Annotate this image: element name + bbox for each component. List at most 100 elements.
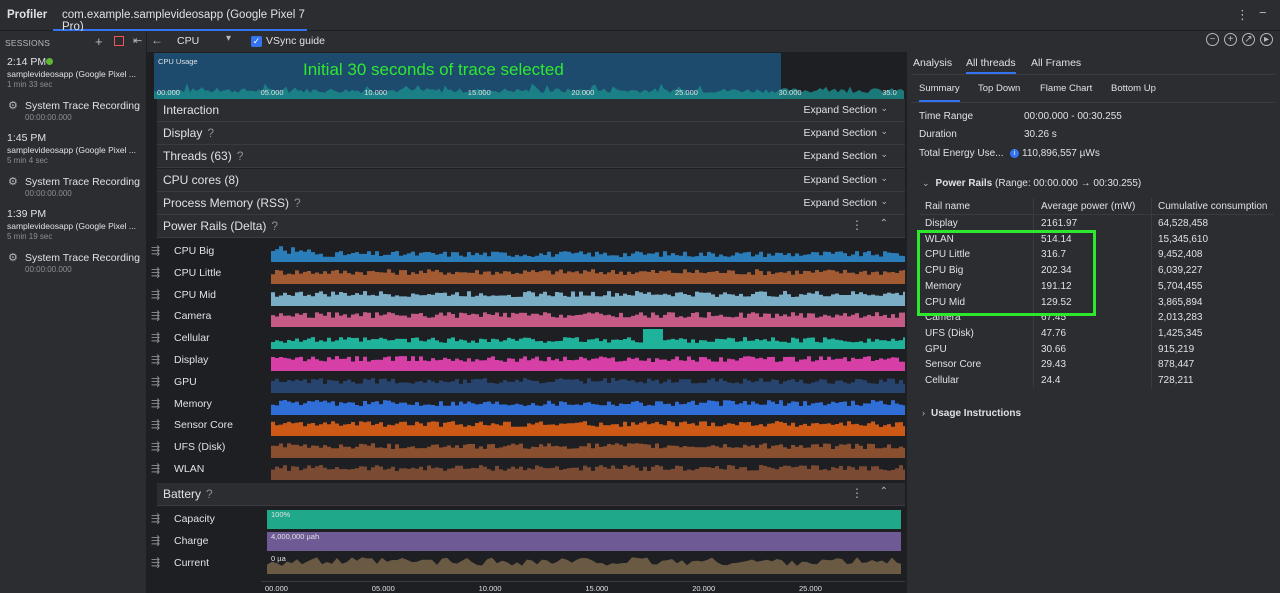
vsync-label: VSync guide	[266, 35, 325, 47]
analysis-tab[interactable]: All threads	[966, 57, 1016, 74]
stop-session-icon[interactable]	[114, 36, 124, 46]
chevron-right-icon[interactable]: ›	[922, 408, 925, 418]
table-row[interactable]: Sensor Core 29.43 878,447	[920, 357, 1274, 373]
power-rail-track[interactable]: ⇶ UFS (Disk)	[147, 436, 905, 459]
analysis-subtab[interactable]: Summary	[919, 83, 960, 102]
help-icon[interactable]: ?	[271, 219, 279, 233]
zoom-in-icon[interactable]: +	[1224, 33, 1237, 46]
back-arrow-icon[interactable]: ←	[151, 33, 163, 47]
help-icon[interactable]: ?	[207, 126, 215, 141]
minimize-icon[interactable]: −	[1259, 5, 1267, 20]
power-rail-track[interactable]: ⇶ WLAN	[147, 458, 905, 480]
expand-section-button[interactable]: Expand Section	[803, 104, 877, 116]
add-session-icon[interactable]: +	[95, 34, 103, 49]
more-options-icon[interactable]: ⋮	[1236, 7, 1249, 22]
power-rail-track[interactable]: ⇶ Cellular	[147, 327, 905, 350]
table-cell: 24.4	[1041, 375, 1061, 386]
session-item[interactable]: 1:39 PM samplevideosapp (Google Pixel ...…	[0, 208, 146, 242]
chevron-up-icon[interactable]: ⌃	[879, 218, 888, 229]
power-rail-track[interactable]: ⇶ Camera	[147, 305, 905, 328]
power-rails-header[interactable]: Power Rails (Delta)? ⋮ ⌃	[157, 215, 905, 238]
power-rail-track[interactable]: ⇶ CPU Little	[147, 262, 905, 284]
table-row[interactable]: CPU Mid 129.52 3,865,894	[920, 295, 1274, 311]
track-label: Memory	[174, 397, 212, 410]
analysis-tab[interactable]: Analysis	[913, 57, 953, 69]
column-header[interactable]: Rail name	[925, 201, 971, 212]
chevron-down-icon[interactable]: ⌄	[922, 178, 930, 188]
chevron-down-icon[interactable]: ⌄	[880, 149, 888, 160]
info-icon[interactable]: i	[1010, 149, 1019, 158]
chevron-up-icon[interactable]: ⌃	[879, 486, 888, 497]
power-rail-track[interactable]: ⇶ Memory	[147, 393, 905, 415]
table-cell: Sensor Core	[925, 359, 982, 371]
recording-item[interactable]: ⚙ System Trace Recording 00:00:00.000	[0, 175, 146, 201]
chevron-down-icon[interactable]: ⌄	[880, 172, 888, 183]
table-row[interactable]: UFS (Disk) 47.76 1,425,345	[920, 326, 1274, 342]
axis-tick: 20.000	[692, 584, 716, 593]
expand-section-button[interactable]: Expand Section	[803, 150, 877, 163]
live-indicator	[46, 58, 53, 65]
vsync-checkbox[interactable]: ✓	[251, 36, 262, 47]
power-rail-track[interactable]: ⇶ Display	[147, 349, 905, 371]
help-icon[interactable]: ?	[236, 149, 244, 164]
section-header[interactable]: Process Memory (RSS)? Expand Section ⌄	[157, 191, 905, 215]
reset-zoom-icon[interactable]: ↗	[1242, 33, 1255, 46]
power-rail-track[interactable]: ⇶ CPU Big	[147, 240, 905, 262]
analysis-subtab[interactable]: Flame Chart	[1040, 83, 1093, 94]
chevron-down-icon[interactable]: ⌄	[880, 195, 888, 206]
more-options-icon[interactable]: ⋮	[851, 486, 863, 500]
chevron-down-icon[interactable]: ⌄	[880, 126, 888, 137]
battery-header[interactable]: Battery? ⋮ ⌃	[157, 483, 905, 506]
battery-track[interactable]: ⇶ Charge 4,000,000 µah	[147, 530, 905, 552]
table-row[interactable]: Camera 67.45 2,013,283	[920, 310, 1274, 326]
section-header[interactable]: Display? Expand Section ⌄	[157, 122, 905, 146]
track-label: Charge	[174, 535, 209, 548]
analysis-subtab[interactable]: Top Down	[978, 83, 1021, 94]
jump-to-live-icon[interactable]: ▸	[1260, 33, 1273, 46]
power-rail-chart	[271, 377, 905, 393]
table-row[interactable]: GPU 30.66 915,219	[920, 342, 1274, 358]
table-row[interactable]: Memory 191.12 5,704,455	[920, 279, 1274, 295]
rail-area	[271, 399, 905, 415]
table-row[interactable]: Cellular 24.4 728,211	[920, 373, 1274, 389]
profiler-select[interactable]: CPU	[177, 35, 200, 47]
recording-item[interactable]: ⚙ System Trace Recording 00:00:00.000	[0, 251, 146, 277]
power-rail-track[interactable]: ⇶ Sensor Core	[147, 414, 905, 437]
column-header[interactable]: Cumulative consumption	[1158, 201, 1268, 212]
session-item[interactable]: 1:45 PM samplevideosapp (Google Pixel ...…	[0, 132, 146, 166]
power-rail-chart	[271, 421, 905, 437]
expand-section-button[interactable]: Expand Section	[803, 173, 877, 186]
battery-track[interactable]: ⇶ Current 0 µa	[147, 552, 905, 575]
more-options-icon[interactable]: ⋮	[851, 218, 863, 232]
track-label: CPU Little	[174, 266, 222, 279]
help-icon[interactable]: ?	[294, 195, 301, 210]
cpu-usage-overview[interactable]: CPU Usage Initial 30 seconds of trace se…	[154, 53, 904, 99]
expand-section-button[interactable]: Expand Section	[803, 127, 877, 140]
usage-instructions-group[interactable]: › Usage Instructions	[922, 408, 1021, 419]
section-header[interactable]: Threads (63)? Expand Section ⌄	[157, 145, 905, 169]
battery-track[interactable]: ⇶ Capacity 100%	[147, 508, 905, 530]
chevron-down-icon[interactable]: ▾	[226, 33, 232, 44]
power-rail-track[interactable]: ⇶ GPU	[147, 371, 905, 393]
analysis-tab[interactable]: All Frames	[1031, 57, 1082, 69]
energy-label: Total Energy Use...	[919, 148, 1004, 159]
power-rail-track[interactable]: ⇶ CPU Mid	[147, 284, 905, 306]
table-row[interactable]: CPU Big 202.34 6,039,227	[920, 263, 1274, 279]
section-header[interactable]: Interaction Expand Section ⌄	[157, 99, 905, 122]
chevron-down-icon[interactable]: ⌄	[880, 103, 888, 113]
power-rails-group[interactable]: ⌄ Power Rails (Range: 00:00.000 → 00:30.2…	[922, 178, 1141, 189]
section-header[interactable]: CPU cores (8) Expand Section ⌄	[157, 168, 905, 192]
analysis-subtab[interactable]: Bottom Up	[1111, 83, 1156, 94]
table-row[interactable]: WLAN 514.14 15,345,610	[920, 232, 1274, 248]
table-row[interactable]: Display 2161.97 64,528,458	[920, 216, 1274, 232]
table-row[interactable]: CPU Little 316.7 9,452,408	[920, 247, 1274, 263]
column-header[interactable]: Average power (mW)	[1041, 201, 1136, 212]
help-icon[interactable]: ?	[206, 487, 213, 501]
battery-value-label: 100%	[271, 510, 291, 519]
zoom-out-icon[interactable]: −	[1206, 33, 1219, 46]
collapse-icon[interactable]: ⇤	[133, 35, 143, 47]
expand-section-button[interactable]: Expand Section	[803, 196, 877, 209]
tab-device-session[interactable]: com.example.samplevideosapp (Google Pixe…	[53, 0, 307, 33]
recording-item[interactable]: ⚙ System Trace Recording 00:00:00.000	[0, 99, 146, 125]
session-item[interactable]: 2:14 PM samplevideosapp (Google Pixel ...…	[0, 56, 146, 90]
